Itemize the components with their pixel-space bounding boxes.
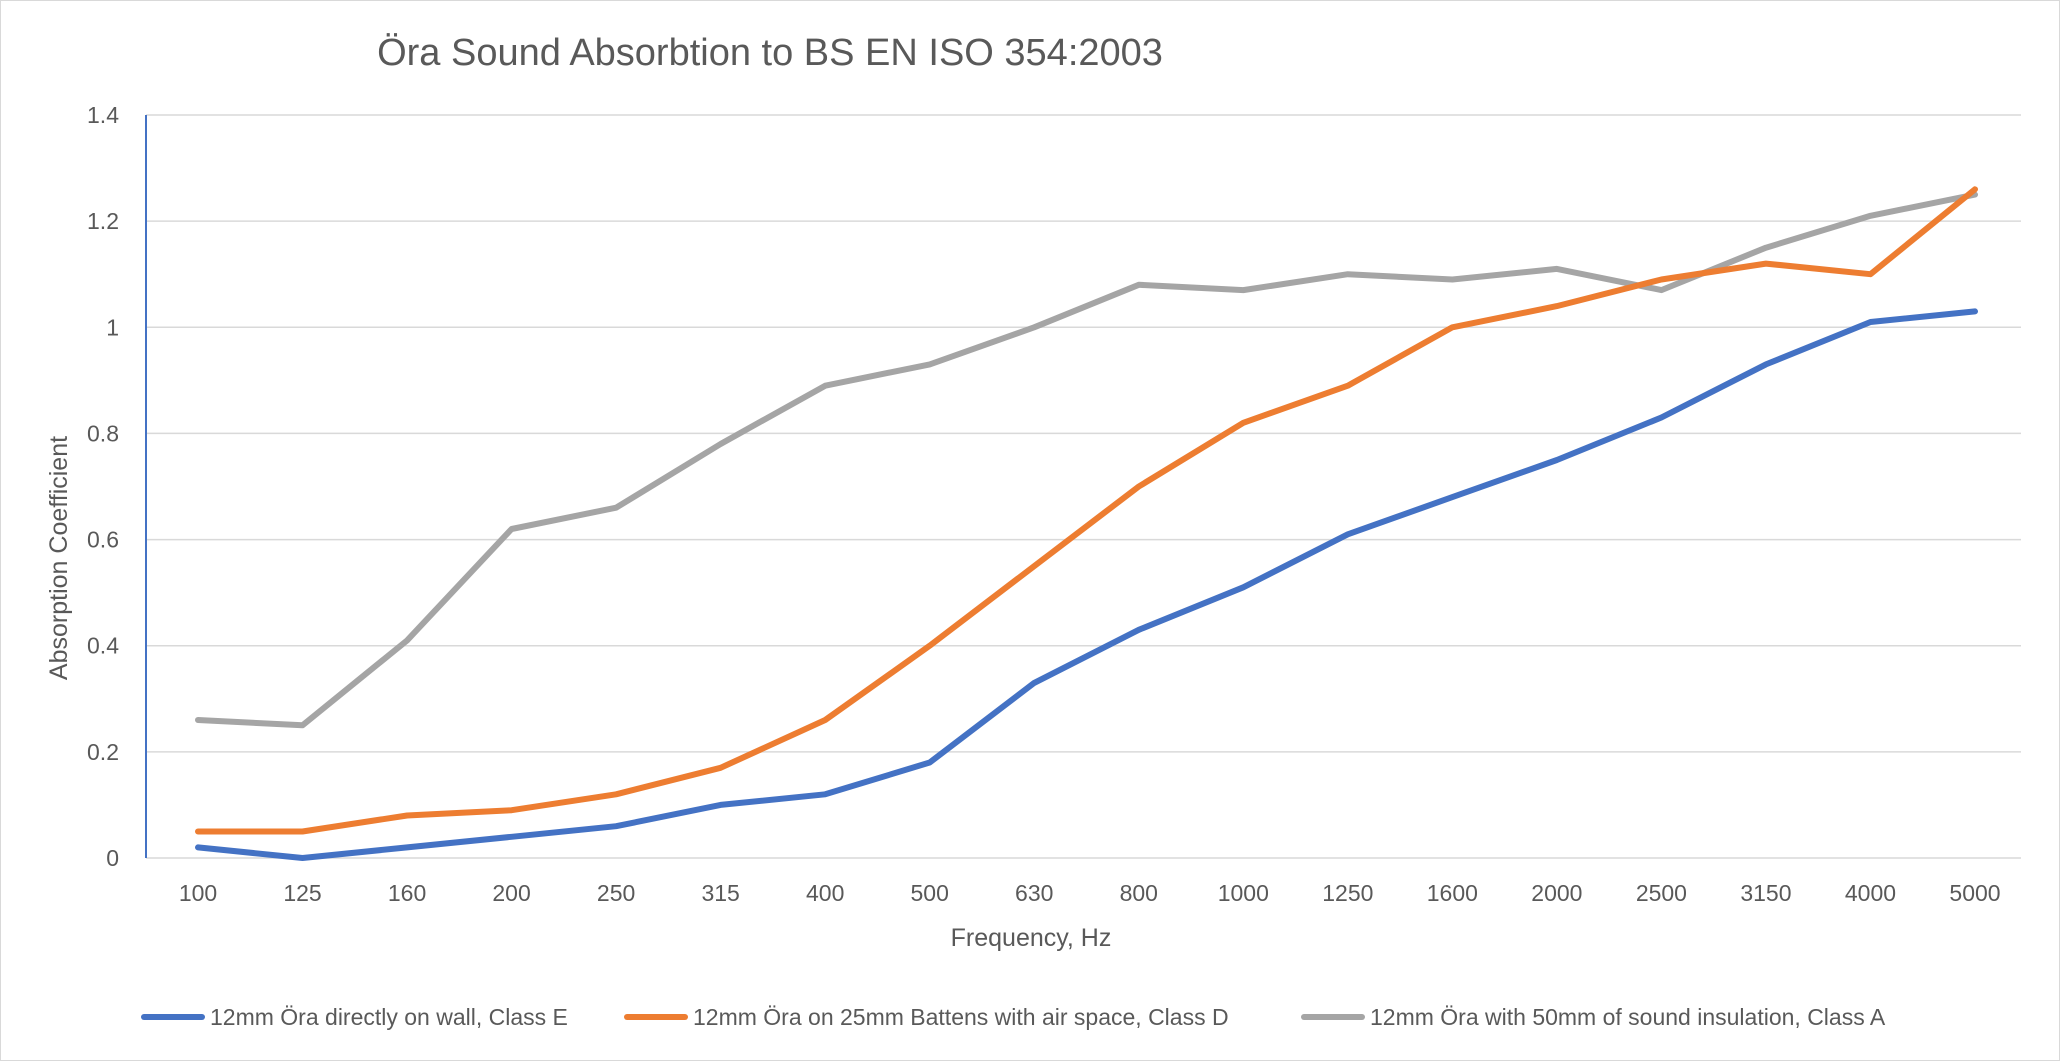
gridlines bbox=[146, 114, 2021, 859]
x-tick-label: 125 bbox=[283, 880, 321, 906]
x-tick-label: 200 bbox=[492, 880, 530, 906]
y-tick-label: 0.4 bbox=[87, 633, 119, 659]
series-line-1 bbox=[195, 308, 1978, 861]
y-tick-label: 1.2 bbox=[87, 208, 119, 234]
x-tick-label: 630 bbox=[1015, 880, 1053, 906]
x-tick-label: 100 bbox=[179, 880, 217, 906]
x-tick-label: 2000 bbox=[1531, 880, 1582, 906]
x-tick-label: 4000 bbox=[1845, 880, 1896, 906]
legend-label-2: 12mm Öra on 25mm Battens with air space,… bbox=[693, 1004, 1229, 1030]
y-tick-label: 1 bbox=[106, 314, 119, 340]
x-tick-label: 315 bbox=[701, 880, 739, 906]
y-axis-title: Absorption Coefficient bbox=[45, 436, 73, 680]
x-tick-label: 400 bbox=[806, 880, 844, 906]
series-line-2 bbox=[195, 186, 1978, 835]
y-axis-tick-labels: 0 0.2 0.4 0.6 0.8 1 1.2 1.4 bbox=[87, 102, 119, 871]
x-tick-label: 250 bbox=[597, 880, 635, 906]
chart-title: Öra Sound Absorbtion to BS EN ISO 354:20… bbox=[377, 32, 1163, 74]
x-tick-label: 1000 bbox=[1218, 880, 1269, 906]
y-tick-label: 0 bbox=[106, 845, 119, 871]
x-tick-label: 160 bbox=[388, 880, 426, 906]
legend-label-1: 12mm Öra directly on wall, Class E bbox=[210, 1004, 568, 1030]
legend: 12mm Öra directly on wall, Class E 12mm Ö… bbox=[141, 1004, 1886, 1030]
x-tick-label: 500 bbox=[911, 880, 949, 906]
x-tick-label: 800 bbox=[1120, 880, 1158, 906]
x-axis-tick-labels: 100 125 160 200 250 315 400 500 630 800 1000 1250 16… bbox=[179, 880, 2001, 906]
y-tick-label: 0.2 bbox=[87, 739, 119, 765]
y-tick-label: 0.8 bbox=[87, 420, 119, 446]
x-tick-label: 3150 bbox=[1740, 880, 1791, 906]
legend-label-3: 12mm Öra with 50mm of sound insulation, … bbox=[1370, 1004, 1886, 1030]
x-axis-title: Frequency, Hz bbox=[951, 924, 1112, 952]
x-tick-label: 5000 bbox=[1949, 880, 2000, 906]
series-lines bbox=[195, 186, 1978, 861]
y-tick-label: 0.6 bbox=[87, 527, 119, 553]
y-tick-label: 1.4 bbox=[87, 102, 119, 128]
x-tick-label: 1250 bbox=[1322, 880, 1373, 906]
x-tick-label: 1600 bbox=[1427, 880, 1478, 906]
series-line-3 bbox=[195, 191, 1978, 729]
x-tick-label: 2500 bbox=[1636, 880, 1687, 906]
